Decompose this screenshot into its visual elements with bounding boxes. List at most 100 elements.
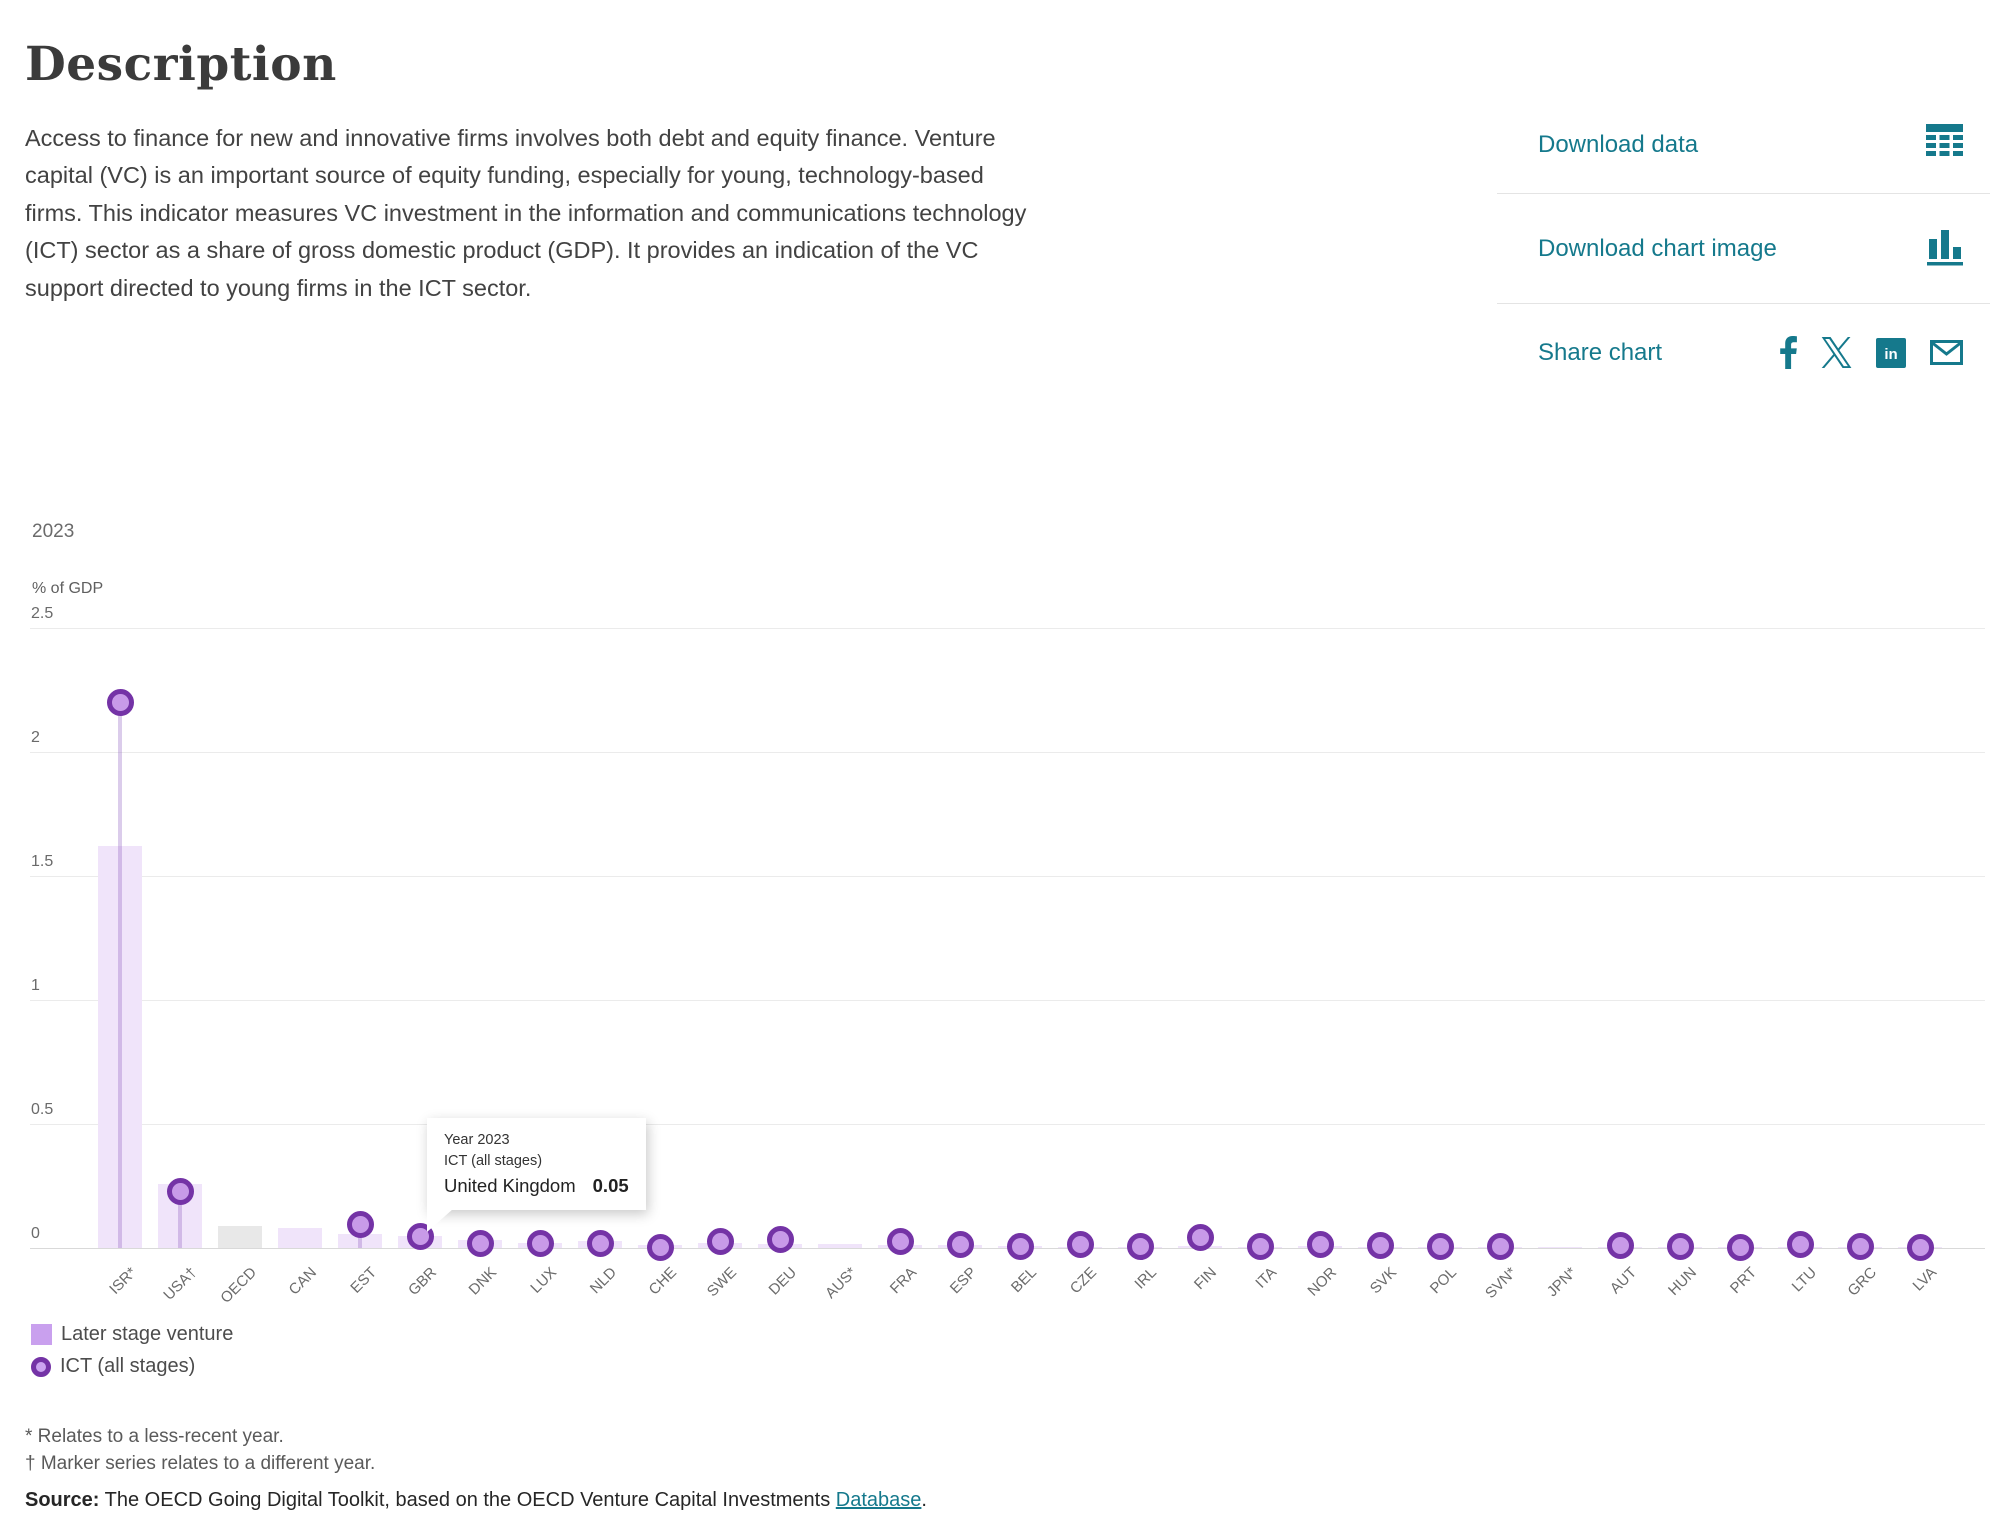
share-chart-row: Share chart in [1497, 304, 1990, 401]
marker-LVA[interactable] [1906, 1233, 1934, 1261]
marker-ESP[interactable] [946, 1230, 974, 1258]
x-label-SVK: SVK [1366, 1264, 1401, 1298]
x-label-FIN: FIN [1190, 1264, 1221, 1294]
legend-label: Later stage venture [61, 1323, 234, 1345]
y-tick-label: 0.5 [31, 1101, 54, 1118]
x-label-CHE: CHE [645, 1264, 681, 1299]
marker-CZE[interactable] [1066, 1230, 1094, 1258]
x-icon[interactable] [1821, 337, 1852, 368]
email-icon[interactable] [1930, 340, 1963, 365]
x-label-DNK: DNK [465, 1264, 501, 1299]
gridline-1 [30, 1000, 1985, 1001]
x-label-CZE: CZE [1066, 1264, 1101, 1298]
x-label-SVN*: SVN* [1482, 1264, 1521, 1302]
description-paragraph: Access to finance for new and innovative… [25, 124, 1027, 301]
download-chart-image-link[interactable]: Download chart image [1538, 234, 1777, 262]
marker-ITA[interactable] [1246, 1232, 1274, 1260]
tooltip-series: ICT (all stages) [444, 1153, 543, 1169]
bar-OECD[interactable] [218, 1226, 262, 1248]
x-label-LVA: LVA [1909, 1264, 1941, 1295]
source-label: Source: [25, 1489, 100, 1511]
y-tick-label: 0 [31, 1225, 40, 1242]
download-data-link[interactable]: Download data [1538, 130, 1699, 158]
marker-FRA[interactable] [886, 1227, 914, 1255]
marker-DNK[interactable] [466, 1229, 494, 1257]
marker-SWE[interactable] [706, 1227, 734, 1255]
bar-chart-icon[interactable] [1927, 227, 1963, 271]
marker-SVK[interactable] [1366, 1231, 1394, 1259]
x-label-AUT: AUT [1606, 1264, 1641, 1298]
y-axis-title: % of GDP [32, 580, 104, 597]
gridline-2.5 [30, 628, 1985, 629]
y-tick-label: 2.5 [31, 605, 54, 622]
linkedin-icon[interactable]: in [1876, 337, 1906, 368]
marker-ISR*[interactable] [106, 688, 134, 716]
marker-AUT[interactable] [1606, 1231, 1634, 1259]
facebook-icon[interactable] [1779, 336, 1797, 369]
marker-IRL[interactable] [1126, 1232, 1154, 1260]
svg-text:in: in [1884, 346, 1897, 363]
y-tick-label: 1 [31, 977, 40, 994]
legend-swatch-circle [31, 1356, 51, 1377]
bar-EST[interactable] [338, 1234, 382, 1248]
divider [1497, 303, 1990, 304]
marker-LUX[interactable] [526, 1229, 554, 1257]
marker-HUN[interactable] [1666, 1232, 1694, 1260]
x-label-SWE: SWE [703, 1264, 741, 1301]
chart-tooltip: Year 2023 ICT (all stages) United Kingdo… [427, 1118, 646, 1232]
x-label-DEU: DEU [765, 1264, 801, 1299]
download-data-row[interactable]: Download data [1497, 96, 1990, 193]
marker-LTU[interactable] [1786, 1230, 1814, 1258]
y-tick-label: 1.5 [31, 853, 54, 870]
x-label-ESP: ESP [946, 1264, 981, 1298]
x-label-AUS*: AUS* [822, 1264, 861, 1302]
marker-EST[interactable] [346, 1210, 374, 1238]
x-label-GRC: GRC [1844, 1264, 1881, 1300]
x-label-IRL: IRL [1131, 1264, 1161, 1293]
download-chart-image-row[interactable]: Download chart image [1497, 194, 1990, 303]
x-label-POL: POL [1426, 1264, 1461, 1298]
marker-stem-ISR* [118, 702, 122, 1248]
x-label-NLD: NLD [586, 1264, 621, 1298]
marker-BEL[interactable] [1006, 1232, 1034, 1260]
footnote-asterisk: * Relates to a less-recent year. [25, 1426, 284, 1447]
x-label-FRA: FRA [886, 1264, 921, 1298]
source-text: The OECD Going Digital Toolkit, based on… [99, 1489, 836, 1511]
x-label-JPN*: JPN* [1543, 1264, 1581, 1301]
x-label-ITA: ITA [1252, 1264, 1281, 1292]
legend-item-later-stage-venture[interactable]: Later stage venture [31, 1323, 233, 1346]
marker-NLD[interactable] [586, 1229, 614, 1257]
gridline-1.5 [30, 876, 1985, 877]
marker-FIN[interactable] [1186, 1223, 1214, 1251]
legend-item-ict-all-stages[interactable]: ICT (all stages) [31, 1355, 195, 1378]
x-label-PRT: PRT [1726, 1264, 1761, 1298]
bar-JPN*[interactable] [1538, 1247, 1582, 1248]
x-label-GBR: GBR [405, 1264, 441, 1300]
marker-NOR[interactable] [1306, 1230, 1334, 1258]
marker-DEU[interactable] [766, 1225, 794, 1253]
page-title: Description [25, 37, 337, 93]
marker-USA†[interactable] [166, 1177, 194, 1205]
marker-SVN*[interactable] [1486, 1232, 1514, 1260]
action-rail: Download data Download chart image [1497, 96, 1990, 401]
source-line: Source: The OECD Going Digital Toolkit, … [25, 1489, 927, 1512]
x-label-LUX: LUX [527, 1264, 561, 1297]
footnote-dagger: † Marker series relates to a different y… [25, 1453, 376, 1474]
legend-swatch-square [31, 1324, 52, 1345]
marker-POL[interactable] [1426, 1232, 1454, 1260]
tooltip-year: Year 2023 [444, 1132, 510, 1148]
marker-GRC[interactable] [1846, 1232, 1874, 1260]
table-icon[interactable] [1926, 122, 1963, 168]
bar-CAN[interactable] [278, 1228, 322, 1248]
marker-PRT[interactable] [1726, 1233, 1754, 1261]
bar-AUS*[interactable] [818, 1244, 862, 1248]
x-label-HUN: HUN [1665, 1264, 1701, 1300]
x-label-BEL: BEL [1007, 1264, 1041, 1297]
gridline-2 [30, 752, 1985, 753]
bar-ISR*[interactable] [98, 846, 142, 1248]
marker-CHE[interactable] [646, 1233, 674, 1261]
chart-year-label: 2023 [32, 521, 75, 542]
marker-stem-USA† [178, 1191, 182, 1248]
source-database-link[interactable]: Database [835, 1489, 922, 1511]
